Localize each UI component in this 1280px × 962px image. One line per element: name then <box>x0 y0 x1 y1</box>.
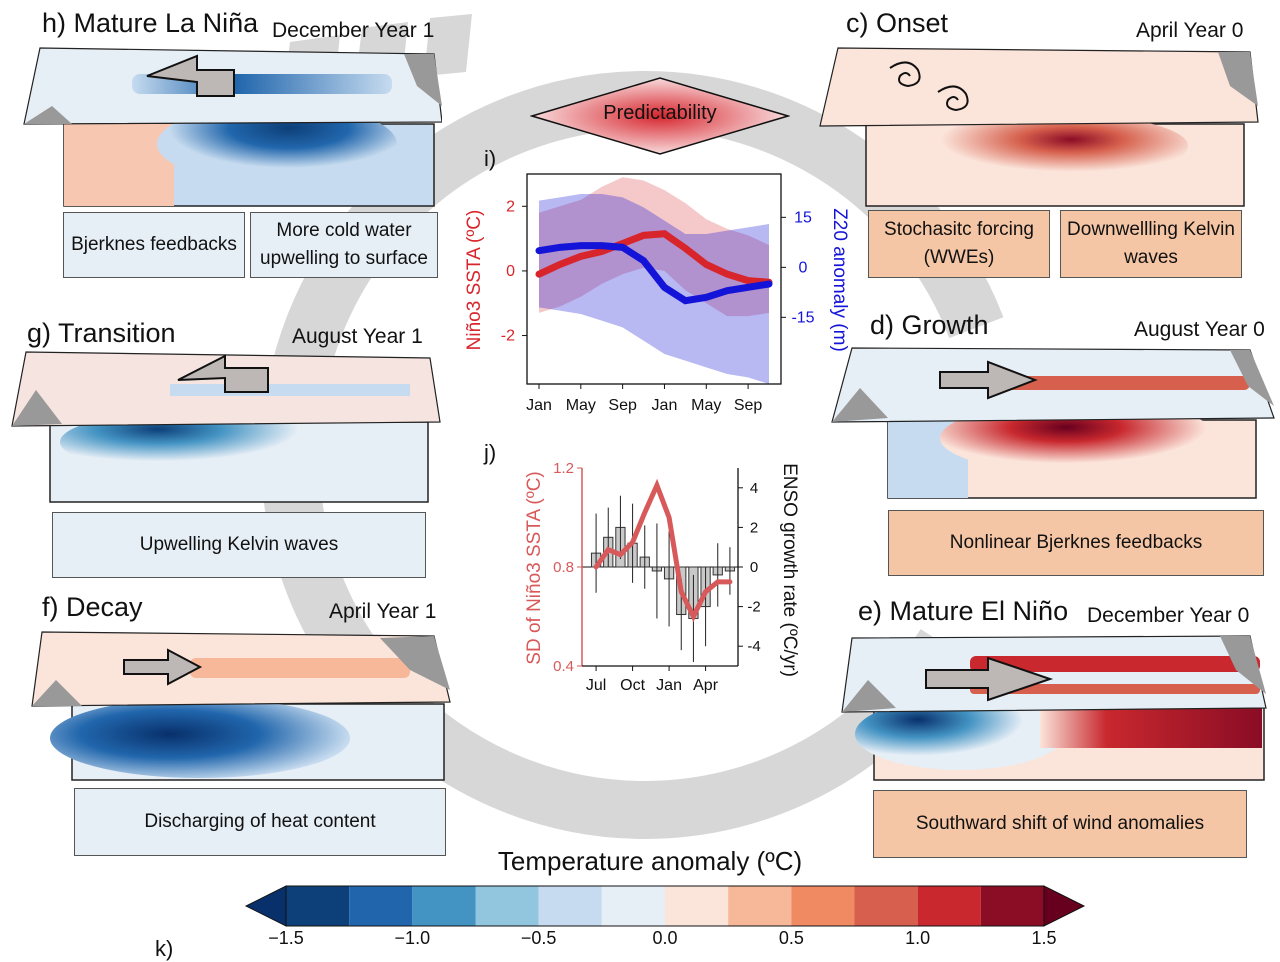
panel-i-chart: 2 0 -2 15 0 -15 Jan May Sep Jan May Sep Niño3 SST… <box>464 173 850 414</box>
panel-f-title: f) Decay <box>42 592 143 622</box>
panel-c-box-2: Downwellling Kelvin waves <box>1060 210 1242 278</box>
panel-i-xtick-label: May <box>691 397 721 414</box>
panel-k-label: k) <box>155 936 174 961</box>
colorbar-tick-label: 0.0 <box>652 928 678 948</box>
panel-g-time: August Year 1 <box>292 325 423 348</box>
colorbar-cell <box>475 886 539 926</box>
panel-j-xtick-label: Apr <box>693 677 719 694</box>
panel-i-rtick-label: 0 <box>799 259 808 276</box>
panel-i-rtick-label: -15 <box>791 309 814 326</box>
colorbar <box>244 885 1086 927</box>
panel-i-xtick-label: Sep <box>734 397 763 414</box>
panel-j-ltick-label: 0.8 <box>553 559 574 576</box>
panel-d-map <box>831 347 1275 499</box>
colorbar-tick-label: 1.0 <box>905 928 931 948</box>
panel-i-line-1 <box>535 242 773 305</box>
panel-f-map <box>31 631 451 781</box>
colorbar-tick-label: −0.5 <box>520 928 557 948</box>
panel-h-title: h) Mature La Niña <box>42 8 259 38</box>
colorbar-cell <box>854 886 918 926</box>
panel-g-box-1: Upwelling Kelvin waves <box>52 512 426 578</box>
panel-c-map <box>819 47 1259 207</box>
panel-d-time: August Year 0 <box>1134 318 1265 341</box>
panel-j-xtick-label: Jan <box>656 677 682 694</box>
panel-i-label: i) <box>484 146 497 171</box>
panel-j-xtick-label: Jul <box>586 677 606 694</box>
colorbar-over-arrow <box>1043 885 1086 927</box>
panel-j-rtick-label: -2 <box>747 599 760 616</box>
colorbar-cell <box>980 886 1044 926</box>
panel-g-map <box>11 351 441 503</box>
panel-h-box-2: More cold water upwelling to surface <box>250 212 438 278</box>
panel-i-xtick-label: Sep <box>608 397 637 414</box>
colorbar-cell <box>601 886 665 926</box>
colorbar-cell <box>665 886 729 926</box>
colorbar-under-arrow <box>244 885 287 927</box>
panel-i-xtick-label: May <box>566 397 596 414</box>
panel-j-ltick-label: 1.2 <box>553 460 574 477</box>
panel-i-xtick-label: Jan <box>526 397 552 414</box>
panel-i-line-0 <box>535 230 773 286</box>
panel-h-time: December Year 1 <box>272 19 435 42</box>
colorbar-cell <box>728 886 792 926</box>
panel-j-label: j) <box>484 440 497 465</box>
panel-j-sd-line <box>593 478 733 623</box>
panel-i-ltick-label: 0 <box>506 263 515 280</box>
panel-d-box-1: Nonlinear Bjerknes feedbacks <box>888 510 1264 576</box>
panel-j-rtick-label: 4 <box>750 480 758 497</box>
colorbar-cell <box>349 886 413 926</box>
colorbar-cell <box>538 886 602 926</box>
panel-j-xtick-label: Oct <box>620 677 645 694</box>
panel-e-map <box>841 635 1267 781</box>
panel-e-title: e) Mature El Niño <box>858 596 1069 626</box>
panel-i-frame <box>526 173 782 385</box>
panel-i-rtick-label: 15 <box>794 209 812 226</box>
panel-j-ylabel-right: ENSO growth rate (ºC/yr) <box>779 463 800 677</box>
predictability-diamond <box>530 77 790 155</box>
panel-i-band-0 <box>539 177 769 317</box>
panel-i-ylabel-right: Z20 anomaly (m) <box>829 208 850 352</box>
panel-j-rtick-label: 2 <box>750 519 758 536</box>
panel-j-ltick-label: 0.4 <box>553 658 574 675</box>
panel-i-ylabel-left: Niño3 SSTA (ºC) <box>464 210 485 351</box>
colorbar-ticks: −1.5 −1.0 −0.5 0.0 0.5 1.0 1.5 <box>240 928 1090 952</box>
colorbar-cell <box>917 886 981 926</box>
colorbar-tick-label: 0.5 <box>778 928 804 948</box>
panel-j-chart: 1.2 0.8 0.4 4 2 0 -2 -4 Jul Oct Jan Apr SD of Niñ… <box>524 460 800 694</box>
panel-c-title: c) Onset <box>846 8 949 38</box>
panel-i-ltick-label: 2 <box>506 198 515 215</box>
panel-h-box-1: Bjerknes feedbacks <box>63 212 245 278</box>
colorbar-tick-label: 1.5 <box>1031 928 1057 948</box>
panel-h-map <box>23 47 442 207</box>
panel-d-title: d) Growth <box>870 310 989 340</box>
panel-i-xtick-label: Jan <box>652 397 678 414</box>
colorbar-cell <box>412 886 476 926</box>
colorbar-cell <box>791 886 855 926</box>
panel-e-time: December Year 0 <box>1087 604 1250 627</box>
colorbar-cell <box>286 886 350 926</box>
panel-j-rtick-label: -4 <box>747 638 760 655</box>
panel-c-time: April Year 0 <box>1136 19 1244 42</box>
colorbar-tick-label: −1.5 <box>268 928 304 948</box>
panel-i-band-1 <box>539 194 769 384</box>
panel-f-time: April Year 1 <box>329 600 437 623</box>
panel-j-rtick-label: 0 <box>750 559 758 576</box>
predictability-label: Predictability <box>603 102 717 124</box>
colorbar-frame <box>285 885 1045 927</box>
panel-f-box-1: Discharging of heat content <box>74 788 446 856</box>
colorbar-title: Temperature anomaly (ºC) <box>497 846 803 876</box>
panel-e-box-1: Southward shift of wind anomalies <box>873 790 1247 858</box>
panel-c-box-1: Stochasitc forcing (WWEs) <box>868 210 1050 278</box>
panel-g-title: g) Transition <box>27 318 176 348</box>
panel-j-ylabel-left: SD of Niño3 SSTA (ºC) <box>524 471 545 664</box>
panel-i-ltick-label: -2 <box>501 328 515 345</box>
colorbar-tick-label: −1.0 <box>394 928 431 948</box>
